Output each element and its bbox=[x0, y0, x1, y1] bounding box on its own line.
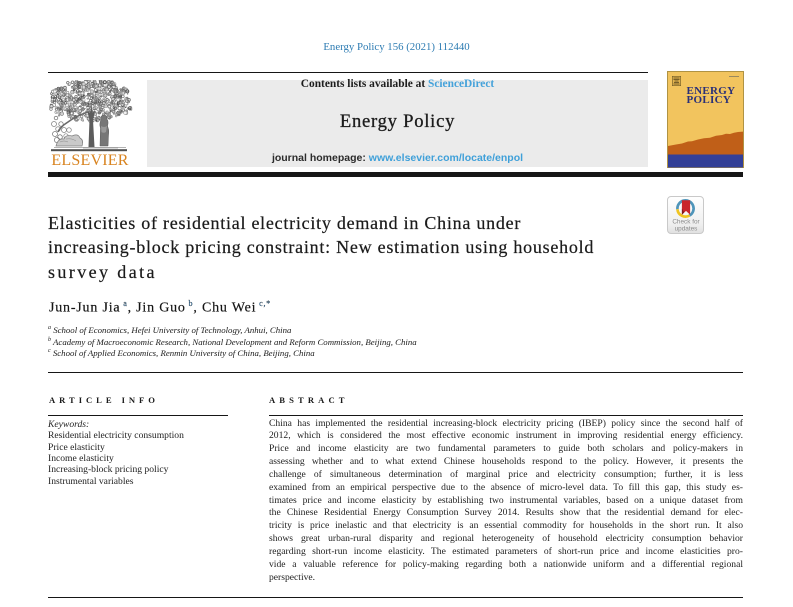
svg-text:Check for: Check for bbox=[672, 219, 700, 226]
svg-text:updates: updates bbox=[675, 225, 698, 232]
